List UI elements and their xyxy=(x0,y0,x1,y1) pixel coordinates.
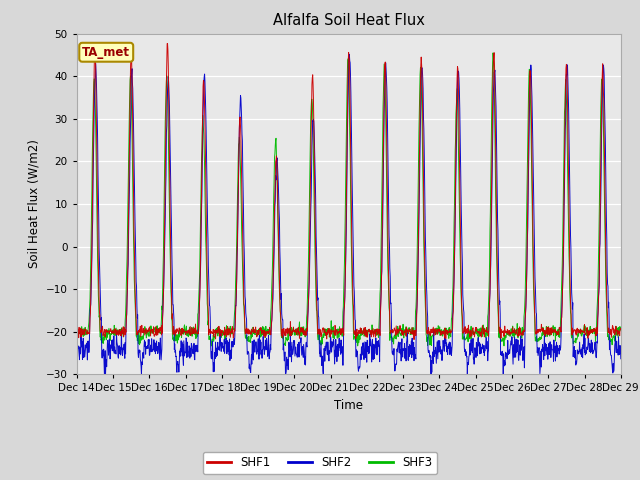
Line: SHF3: SHF3 xyxy=(77,53,621,346)
Text: TA_met: TA_met xyxy=(82,46,131,59)
SHF1 xyxy=(195,331,202,336)
SHF2 xyxy=(505,349,513,355)
SHF1 xyxy=(434,330,442,336)
SHF3 xyxy=(180,322,188,328)
SHF1 xyxy=(505,330,513,336)
Y-axis label: Soil Heat Flux (W/m2): Soil Heat Flux (W/m2) xyxy=(28,140,40,268)
SHF3 xyxy=(255,327,263,333)
SHF1 xyxy=(181,329,189,335)
SHF1 xyxy=(164,41,172,47)
Line: SHF1: SHF1 xyxy=(77,44,621,340)
SHF2 xyxy=(73,348,81,354)
Line: SHF2: SHF2 xyxy=(77,54,621,374)
SHF2 xyxy=(101,372,109,377)
SHF1 xyxy=(255,331,263,336)
SHF3 xyxy=(505,330,513,336)
SHF2 xyxy=(553,354,561,360)
SHF1 xyxy=(410,337,418,343)
SHF3 xyxy=(434,326,442,332)
SHF3 xyxy=(617,324,625,330)
SHF3 xyxy=(73,324,81,329)
SHF3 xyxy=(489,50,497,56)
SHF2 xyxy=(617,356,625,361)
SHF3 xyxy=(194,311,202,317)
SHF2 xyxy=(181,349,189,355)
SHF2 xyxy=(255,356,263,362)
SHF3 xyxy=(553,329,561,335)
SHF1 xyxy=(553,332,561,338)
SHF1 xyxy=(617,326,625,332)
SHF1 xyxy=(73,325,81,331)
SHF2 xyxy=(346,51,353,57)
SHF2 xyxy=(434,356,442,362)
Legend: SHF1, SHF2, SHF3: SHF1, SHF2, SHF3 xyxy=(203,452,437,474)
SHF3 xyxy=(207,343,215,349)
X-axis label: Time: Time xyxy=(334,399,364,412)
Title: Alfalfa Soil Heat Flux: Alfalfa Soil Heat Flux xyxy=(273,13,425,28)
SHF2 xyxy=(195,327,202,333)
